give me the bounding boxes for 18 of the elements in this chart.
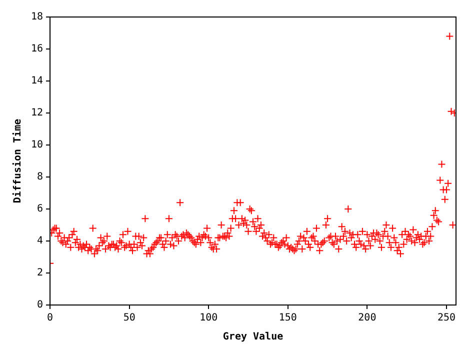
y-tick-label: 18 <box>30 12 44 23</box>
y-tick-label: 16 <box>30 44 44 55</box>
y-tick-label: 6 <box>37 204 44 215</box>
x-tick-label: 250 <box>437 312 456 324</box>
x-tick-label: 200 <box>358 312 376 324</box>
x-axis-title: Grey Value <box>222 332 284 343</box>
y-tick-label: 8 <box>37 172 44 183</box>
y-tick-label: 2 <box>37 268 44 279</box>
y-tick-label: 12 <box>30 108 44 119</box>
x-tick-label: 150 <box>278 312 297 324</box>
y-tick-label: 0 <box>37 300 44 311</box>
y-tick-label: 14 <box>30 76 44 87</box>
y-tick-label: 10 <box>30 140 44 151</box>
x-tick-label: 50 <box>123 312 136 324</box>
x-tick-label: 100 <box>200 312 218 324</box>
y-axis-title: Diffusion Time <box>12 118 24 204</box>
y-tick-label: 4 <box>37 236 44 247</box>
x-tick-label: 0 <box>47 312 54 324</box>
